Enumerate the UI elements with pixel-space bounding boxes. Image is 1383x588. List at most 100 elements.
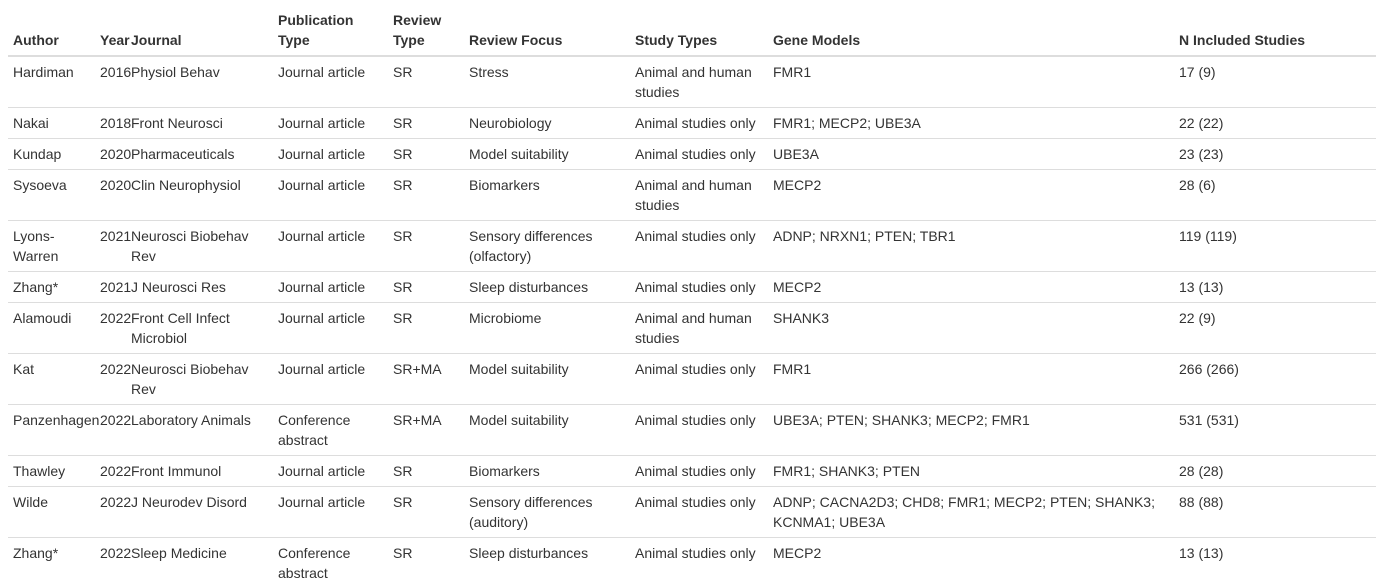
cell-review-type: SR — [388, 272, 464, 303]
cell-year: 2021 — [95, 272, 126, 303]
cell-n-included: 23 (23) — [1174, 139, 1376, 170]
cell-review-focus: Sensory differences (auditory) — [464, 487, 630, 538]
cell-author: Thawley — [8, 456, 95, 487]
cell-publication-type: Journal article — [273, 56, 388, 108]
cell-study-types: Animal and human studies — [630, 303, 768, 354]
cell-review-focus: Model suitability — [464, 405, 630, 456]
cell-n-included: 266 (266) — [1174, 354, 1376, 405]
cell-review-type: SR+MA — [388, 405, 464, 456]
cell-journal: Neurosci Biobehav Rev — [126, 221, 273, 272]
cell-year: 2020 — [95, 170, 126, 221]
cell-year: 2016 — [95, 56, 126, 108]
cell-year: 2022 — [95, 538, 126, 588]
cell-n-included: 22 (9) — [1174, 303, 1376, 354]
cell-gene-models: UBE3A; PTEN; SHANK3; MECP2; FMR1 — [768, 405, 1174, 456]
cell-gene-models: FMR1 — [768, 354, 1174, 405]
cell-year: 2022 — [95, 354, 126, 405]
cell-journal: Physiol Behav — [126, 56, 273, 108]
cell-review-focus: Microbiome — [464, 303, 630, 354]
cell-review-type: SR — [388, 139, 464, 170]
cell-review-focus: Stress — [464, 56, 630, 108]
cell-review-type: SR — [388, 538, 464, 588]
cell-author: Lyons-Warren — [8, 221, 95, 272]
cell-study-types: Animal studies only — [630, 405, 768, 456]
cell-publication-type: Journal article — [273, 108, 388, 139]
cell-publication-type: Journal article — [273, 221, 388, 272]
cell-journal: Neurosci Biobehav Rev — [126, 354, 273, 405]
cell-author: Kat — [8, 354, 95, 405]
cell-publication-type: Journal article — [273, 272, 388, 303]
cell-review-type: SR — [388, 108, 464, 139]
cell-review-type: SR — [388, 487, 464, 538]
cell-review-focus: Neurobiology — [464, 108, 630, 139]
cell-gene-models: MECP2 — [768, 272, 1174, 303]
cell-journal: Front Cell Infect Microbiol — [126, 303, 273, 354]
cell-review-focus: Model suitability — [464, 139, 630, 170]
cell-review-type: SR — [388, 170, 464, 221]
table-header: Author Year Journal Publication Type Rev… — [8, 5, 1376, 56]
cell-n-included: 17 (9) — [1174, 56, 1376, 108]
cell-year: 2022 — [95, 487, 126, 538]
cell-gene-models: MECP2 — [768, 170, 1174, 221]
cell-publication-type: Journal article — [273, 303, 388, 354]
cell-n-included: 13 (13) — [1174, 538, 1376, 588]
cell-n-included: 88 (88) — [1174, 487, 1376, 538]
cell-n-included: 13 (13) — [1174, 272, 1376, 303]
cell-gene-models: SHANK3 — [768, 303, 1174, 354]
header-year: Year — [95, 5, 126, 56]
cell-review-focus: Sleep disturbances — [464, 538, 630, 588]
cell-year: 2021 — [95, 221, 126, 272]
header-publication-type: Publication Type — [273, 5, 388, 56]
cell-author: Alamoudi — [8, 303, 95, 354]
cell-n-included: 119 (119) — [1174, 221, 1376, 272]
header-author: Author — [8, 5, 95, 56]
cell-journal: Front Neurosci — [126, 108, 273, 139]
cell-author: Sysoeva — [8, 170, 95, 221]
cell-author: Zhang* — [8, 272, 95, 303]
cell-publication-type: Journal article — [273, 170, 388, 221]
cell-publication-type: Conference abstract — [273, 405, 388, 456]
cell-study-types: Animal and human studies — [630, 170, 768, 221]
cell-n-included: 22 (22) — [1174, 108, 1376, 139]
cell-gene-models: UBE3A — [768, 139, 1174, 170]
cell-study-types: Animal studies only — [630, 487, 768, 538]
cell-year: 2022 — [95, 303, 126, 354]
cell-review-type: SR — [388, 56, 464, 108]
cell-journal: Laboratory Animals — [126, 405, 273, 456]
cell-study-types: Animal studies only — [630, 108, 768, 139]
header-review-focus: Review Focus — [464, 5, 630, 56]
cell-journal: Pharmaceuticals — [126, 139, 273, 170]
cell-journal: J Neurosci Res — [126, 272, 273, 303]
cell-review-focus: Sensory differences (olfactory) — [464, 221, 630, 272]
cell-study-types: Animal studies only — [630, 221, 768, 272]
reviews-table: Author Year Journal Publication Type Rev… — [8, 5, 1376, 588]
cell-year: 2022 — [95, 405, 126, 456]
cell-n-included: 28 (28) — [1174, 456, 1376, 487]
cell-study-types: Animal studies only — [630, 139, 768, 170]
cell-author: Panzenhagen — [8, 405, 95, 456]
cell-journal: Front Immunol — [126, 456, 273, 487]
header-gene-models: Gene Models — [768, 5, 1174, 56]
cell-review-type: SR+MA — [388, 354, 464, 405]
cell-author: Hardiman — [8, 56, 95, 108]
cell-gene-models: FMR1; MECP2; UBE3A — [768, 108, 1174, 139]
header-review-type: Review Type — [388, 5, 464, 56]
cell-gene-models: FMR1; SHANK3; PTEN — [768, 456, 1174, 487]
cell-n-included: 531 (531) — [1174, 405, 1376, 456]
cell-author: Zhang* — [8, 538, 95, 588]
cell-journal: J Neurodev Disord — [126, 487, 273, 538]
cell-gene-models: ADNP; CACNA2D3; CHD8; FMR1; MECP2; PTEN;… — [768, 487, 1174, 538]
cell-study-types: Animal studies only — [630, 354, 768, 405]
cell-study-types: Animal studies only — [630, 538, 768, 588]
cell-year: 2022 — [95, 456, 126, 487]
